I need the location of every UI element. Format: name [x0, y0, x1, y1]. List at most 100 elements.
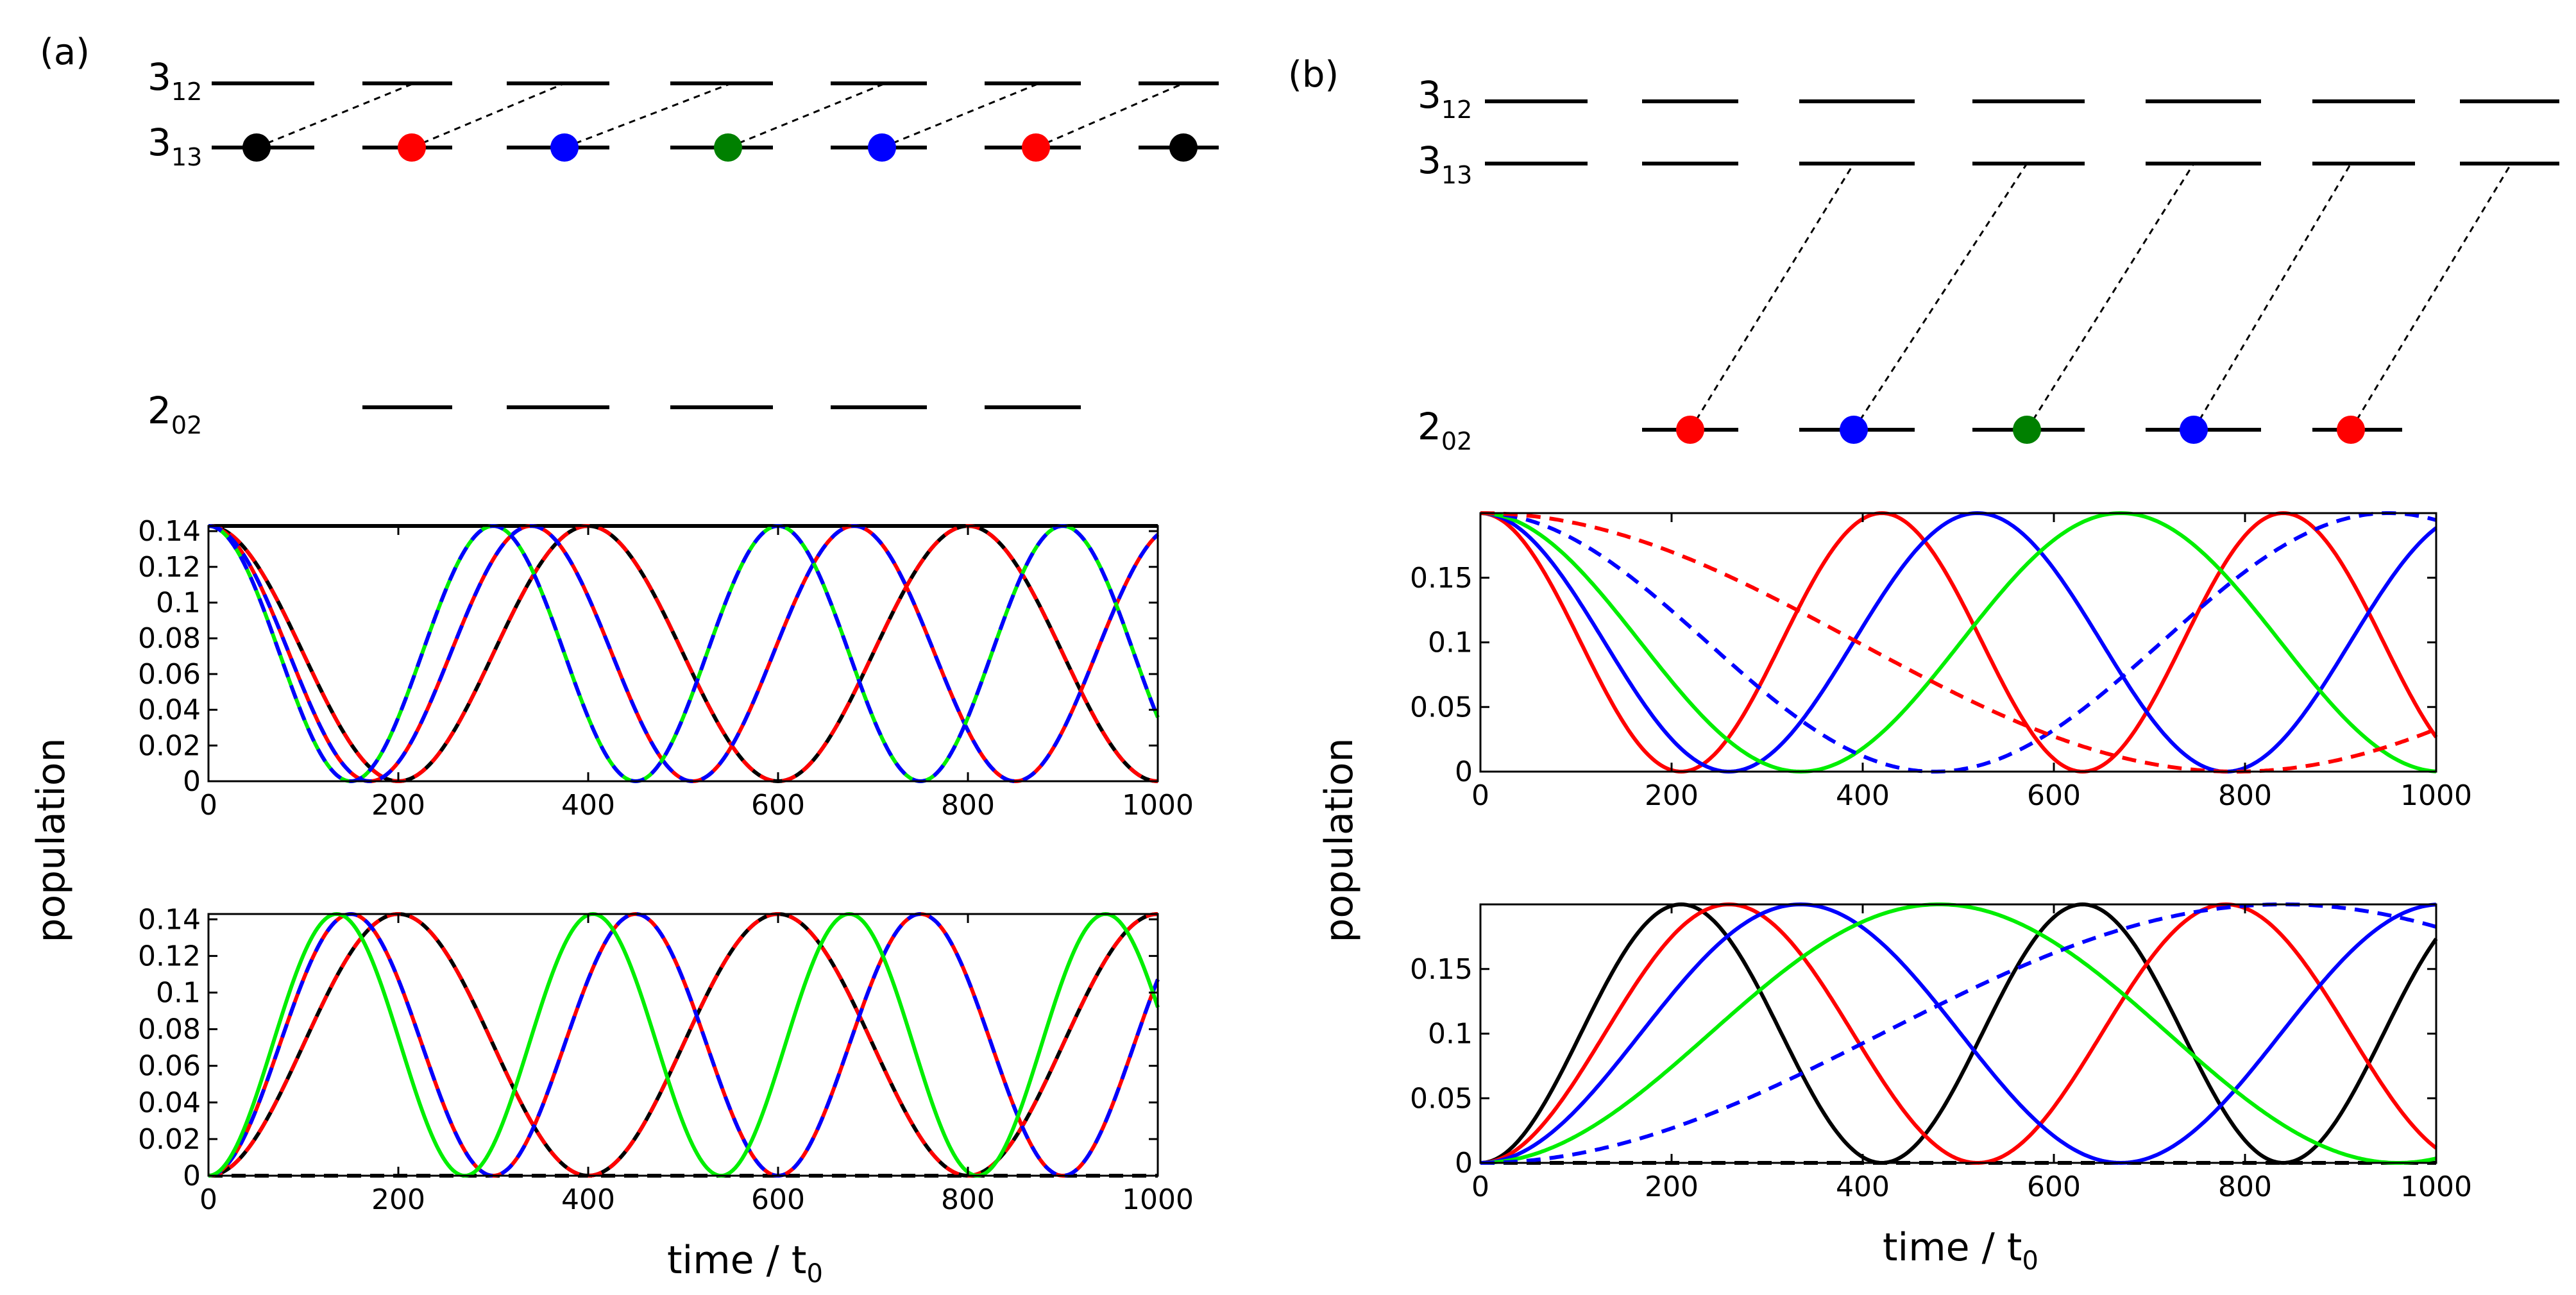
panel-b-levels — [1485, 99, 2559, 432]
x-tick-label: 800 — [2218, 779, 2272, 812]
panel-b-level-2-02-label: 202 — [1418, 405, 1472, 455]
x-tick-label: 200 — [1645, 1171, 1699, 1203]
series-line — [1480, 511, 2437, 774]
transition-line — [256, 82, 414, 149]
y-tick-label: 0.02 — [138, 729, 201, 762]
y-tick-label: 0 — [1455, 1147, 1473, 1180]
x-tick-label: 400 — [1836, 779, 1890, 812]
x-tick-label: 800 — [941, 789, 995, 822]
y-tick-label: 0.02 — [138, 1123, 201, 1156]
panel-a-levels — [212, 81, 1219, 409]
y-tick-label: 0.04 — [138, 694, 201, 727]
transition-line — [2026, 163, 2195, 430]
series-line — [1480, 902, 2437, 1165]
plot-a-top: 0 200 400 600 800 100000.020.040.060.080.10.1… — [138, 515, 1194, 822]
plot-b-bottom: 0 200 400 600 800 1000 0 0.05 0.1 0.15 — [1410, 902, 2472, 1203]
population-dot — [242, 133, 271, 162]
population-dot — [714, 133, 742, 162]
x-tick-label: 200 — [1645, 779, 1699, 812]
transition-line — [1689, 163, 1855, 430]
y-axis-title-b: population — [1317, 738, 1362, 942]
plot-a-bottom: 0 200 400 600 800 1000 0 0.02 0.04 0.06 0.08 0.1 0.1… — [138, 903, 1194, 1216]
y-tick-label: 0.1 — [156, 976, 201, 1009]
y-tick-label: 0.15 — [1410, 562, 1473, 595]
y-tick-label: 0.1 — [1428, 1018, 1473, 1051]
series-line — [1480, 902, 2437, 1165]
y-tick-label: 0.12 — [138, 940, 201, 972]
series-line — [208, 523, 1158, 784]
series-line — [1480, 511, 2437, 774]
x-tick-label: 400 — [561, 789, 615, 822]
panel-b-diagram: (b) 312 313 202 — [1288, 54, 2559, 455]
y-tick-label: 0.04 — [138, 1087, 201, 1119]
x-tick-label: 400 — [1836, 1171, 1890, 1203]
panel-a-level-3-13-label: 313 — [148, 121, 202, 171]
y-tick-label: 0.08 — [138, 622, 201, 655]
population-dot — [2180, 416, 2208, 444]
transition-line — [411, 82, 565, 149]
panel-a-label: (a) — [40, 31, 90, 73]
x-tick-label: 200 — [371, 1183, 425, 1216]
y-axis-title-a: population — [29, 738, 74, 942]
y-tick-label: 0 — [1455, 756, 1473, 788]
x-tick-label: 1000 — [1122, 789, 1194, 822]
x-tick-label: 0 — [1471, 779, 1489, 812]
y-tick-label: 0.1 — [1428, 627, 1473, 659]
x-tick-label: 400 — [561, 1183, 615, 1216]
population-dot — [1022, 133, 1050, 162]
population-dot — [1169, 133, 1198, 162]
y-tick-label: 0.14 — [138, 515, 201, 548]
panel-a-transitions — [256, 82, 1184, 149]
panel-a-level-2-02-label: 202 — [148, 389, 202, 439]
population-dot — [550, 133, 579, 162]
y-tick-label: 0.12 — [138, 551, 201, 584]
series-line — [208, 523, 1160, 784]
y-tick-label: 0.05 — [1410, 1082, 1473, 1115]
y-tick-label: 0.1 — [156, 586, 201, 619]
population-dot — [1840, 416, 1868, 444]
y-tick-label: 0.06 — [138, 1050, 201, 1083]
y-tick-label: 0.15 — [1410, 953, 1473, 986]
panel-b-level-3-12-label: 312 — [1418, 73, 1472, 124]
series-line — [1480, 511, 2437, 774]
x-axis-title-b: time / t0 — [1883, 1225, 2038, 1276]
x-tick-label: 200 — [371, 789, 425, 822]
y-tick-label: 0.14 — [138, 903, 201, 936]
panel-b-level-3-13-label: 313 — [1418, 139, 1472, 189]
x-tick-label: 0 — [199, 789, 217, 822]
x-tick-label: 600 — [751, 789, 805, 822]
panel-a-dots — [242, 133, 1198, 162]
series-line — [208, 911, 1160, 1178]
population-dot — [398, 133, 426, 162]
y-tick-label: 0 — [183, 765, 201, 798]
transition-line — [1852, 163, 2028, 430]
series-line — [1480, 511, 2437, 774]
population-dot — [1676, 416, 1704, 444]
x-tick-label: 800 — [2218, 1171, 2272, 1203]
transition-line — [564, 82, 732, 149]
panel-b-transitions — [1689, 163, 2512, 430]
x-tick-label: 1000 — [2400, 1171, 2472, 1203]
plot-b-top: 0 200 400 600 800 1000 0 0.05 0.1 0.15 — [1410, 511, 2472, 812]
y-tick-label: 0.06 — [138, 658, 201, 691]
x-tick-label: 1000 — [1122, 1183, 1194, 1216]
x-tick-label: 600 — [751, 1183, 805, 1216]
panel-b-dots — [1676, 416, 2365, 444]
x-tick-label: 600 — [2027, 779, 2081, 812]
population-dot — [2337, 416, 2365, 444]
population-dot — [2013, 416, 2041, 444]
x-tick-label: 800 — [941, 1183, 995, 1216]
x-tick-label: 1000 — [2400, 779, 2472, 812]
panel-a-diagram: (a) 312 313 202 — [40, 31, 1219, 439]
transition-line — [881, 82, 1040, 149]
x-axis-title-a: time / t0 — [667, 1238, 823, 1289]
series-line — [208, 911, 1158, 1178]
x-tick-label: 0 — [1471, 1171, 1489, 1203]
panel-a-level-3-12-label: 312 — [148, 55, 202, 106]
plot-frame — [207, 913, 1159, 1177]
series-line — [208, 911, 1160, 1178]
x-tick-label: 600 — [2027, 1171, 2081, 1203]
transition-line — [1035, 82, 1184, 149]
y-tick-label: 0.08 — [138, 1013, 201, 1046]
